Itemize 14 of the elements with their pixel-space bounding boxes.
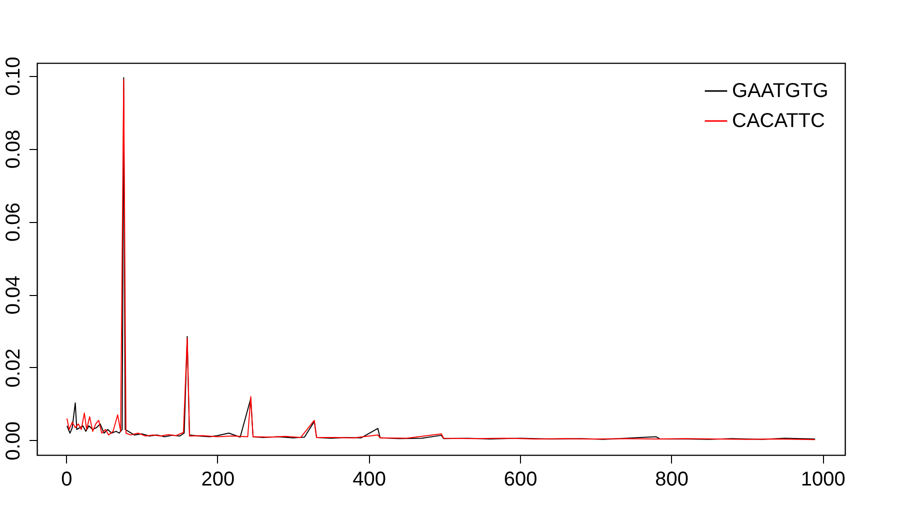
y-tick-label: 0.04 [2, 276, 24, 315]
legend-label: CACATTC [732, 110, 825, 132]
x-tick-label: 0 [61, 468, 72, 490]
x-tick-label: 400 [352, 468, 386, 490]
x-tick-label: 600 [504, 468, 538, 490]
y-tick-label: 0.06 [2, 202, 24, 242]
y-tick-label: 0.08 [2, 130, 24, 169]
x-tick-label: 200 [201, 468, 235, 490]
y-tick-label: 0.00 [2, 421, 24, 460]
legend-label: GAATGTG [732, 80, 828, 102]
y-tick-label: 0.10 [2, 56, 24, 96]
x-tick-label: 1000 [800, 468, 846, 490]
y-tick-label: 0.02 [2, 348, 24, 388]
x-tick-label: 800 [655, 468, 689, 490]
